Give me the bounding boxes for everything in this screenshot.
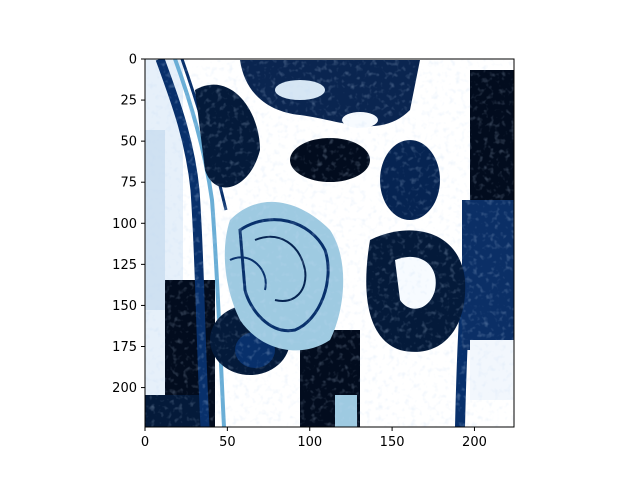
heatmap-image (145, 59, 514, 427)
x-tick-label: 0 (141, 435, 149, 450)
y-tick-label: 75 (120, 176, 137, 191)
axes-frame (144, 58, 515, 428)
y-tick-label: 100 (112, 217, 137, 232)
x-tick-label: 150 (380, 435, 405, 450)
y-tick-label: 50 (120, 135, 137, 150)
y-tick-label: 25 (120, 94, 137, 109)
y-tick-label: 0 (129, 53, 137, 68)
x-tick-label: 100 (297, 435, 322, 450)
y-tick-label: 175 (112, 340, 137, 355)
x-tick-label: 50 (219, 435, 236, 450)
y-axis: 0 25 50 75 100 125 150 175 200 (112, 53, 145, 396)
y-tick-label: 200 (112, 381, 137, 396)
x-tick-label: 200 (462, 435, 487, 450)
y-tick-label: 150 (112, 299, 137, 314)
x-axis: 0 50 100 150 200 (141, 427, 487, 450)
y-tick-label: 125 (112, 258, 137, 273)
